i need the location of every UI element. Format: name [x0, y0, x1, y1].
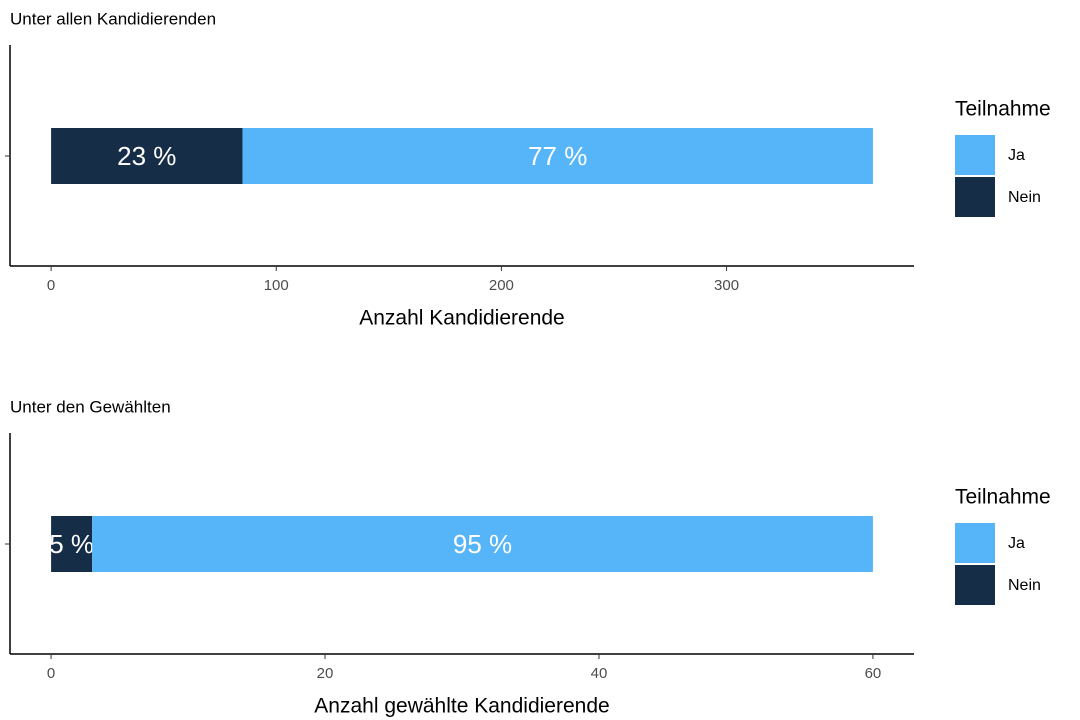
value-label: 77 %	[528, 141, 587, 171]
legend-label: Nein	[1008, 189, 1041, 206]
x-tick-label: 100	[264, 277, 289, 294]
x-tick-label: 40	[591, 665, 608, 682]
bar-segment	[92, 516, 873, 572]
bar-segment	[242, 128, 873, 184]
legend-title: Teilnahme	[955, 486, 1051, 509]
chart-title: Unter allen Kandidierenden	[10, 9, 216, 28]
legend-key	[955, 565, 995, 605]
x-tick-label: 200	[489, 277, 514, 294]
x-tick-label: 0	[47, 665, 55, 682]
legend-title: Teilnahme	[955, 98, 1051, 121]
bar-segment	[51, 128, 243, 184]
x-tick-label: 0	[47, 277, 55, 294]
legend-key	[955, 135, 995, 175]
legend-key	[955, 177, 995, 217]
legend-key	[955, 523, 995, 563]
legend-label: Ja	[1008, 535, 1025, 552]
legend-label: Ja	[1008, 147, 1025, 164]
x-tick-label: 300	[714, 277, 739, 294]
x-axis-label: Anzahl Kandidierende	[359, 307, 565, 330]
x-tick-label: 60	[865, 665, 882, 682]
value-label: 23 %	[117, 141, 176, 171]
x-tick-label: 20	[317, 665, 334, 682]
value-label: 5 %	[49, 529, 94, 559]
x-axis-label: Anzahl gewählte Kandidierende	[314, 695, 609, 718]
chart-title: Unter den Gewählten	[10, 397, 171, 416]
bar-segment	[51, 516, 93, 572]
legend-label: Nein	[1008, 577, 1041, 594]
value-label: 95 %	[453, 529, 512, 559]
